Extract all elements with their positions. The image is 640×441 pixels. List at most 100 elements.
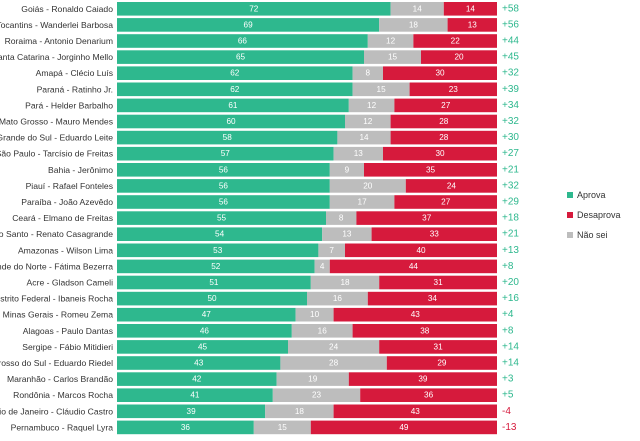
bar-aprova bbox=[117, 307, 296, 322]
bar-aprova bbox=[117, 34, 368, 48]
value-label-aprova: 62 bbox=[230, 69, 240, 78]
bar-desaprova bbox=[348, 372, 497, 386]
value-label-desaprova: 43 bbox=[411, 407, 421, 416]
category-label: Roraima - Antonio Denarium bbox=[5, 36, 113, 46]
value-label-aprova: 42 bbox=[192, 375, 202, 384]
difference-label: +56 bbox=[502, 19, 519, 30]
bar-nao-sei bbox=[280, 356, 387, 370]
category-label: Ceará - Elmano de Freitas bbox=[12, 213, 113, 223]
value-label-nao-sei: 13 bbox=[354, 149, 364, 158]
chart-row: Amazonas - Wilson Lima 53 7 40 +13 bbox=[18, 243, 519, 258]
category-label: Pernambuco - Raquel Lyra bbox=[11, 422, 114, 432]
value-label-aprova: 57 bbox=[221, 149, 231, 158]
category-label: Amapá - Clécio Luís bbox=[36, 68, 113, 78]
value-label-nao-sei: 24 bbox=[329, 342, 339, 351]
value-label-aprova: 60 bbox=[226, 117, 236, 126]
value-label-desaprova: 24 bbox=[447, 181, 457, 190]
chart-row: Roraima - Antonio Denarium 66 12 22 +44 bbox=[5, 34, 519, 48]
chart-row: Santa Catarina - Jorginho Mello 65 15 20 +45 bbox=[0, 50, 519, 64]
value-label-aprova: 53 bbox=[213, 246, 223, 255]
value-label-aprova: 46 bbox=[200, 326, 210, 335]
bar-desaprova bbox=[394, 195, 497, 209]
category-label: Distrito Federal - Ibaneis Rocha bbox=[0, 294, 113, 304]
value-label-nao-sei: 16 bbox=[333, 294, 343, 303]
category-label: Rio Grande do Sul - Eduardo Leite bbox=[0, 133, 113, 143]
category-label: São Paulo - Tarcísio de Freitas bbox=[0, 149, 113, 159]
bar-desaprova bbox=[409, 82, 497, 97]
bar-nao-sei bbox=[276, 372, 349, 386]
bar-nao-sei bbox=[310, 275, 380, 290]
value-label-aprova: 47 bbox=[202, 310, 212, 319]
bar-aprova bbox=[117, 114, 345, 129]
bar-desaprova bbox=[413, 34, 497, 48]
value-label-nao-sei: 23 bbox=[312, 391, 322, 400]
chart-row: Goiás - Ronaldo Caiado 72 14 14 +58 bbox=[21, 2, 519, 16]
chart-row: Ceará - Elmano de Freitas 55 8 37 +18 bbox=[12, 211, 519, 225]
value-label-aprova: 39 bbox=[187, 407, 197, 416]
bar-aprova bbox=[117, 50, 364, 64]
value-label-aprova: 56 bbox=[219, 165, 229, 174]
legend-swatch bbox=[567, 212, 573, 218]
bar-nao-sei bbox=[379, 18, 448, 32]
bar-nao-sei bbox=[364, 50, 421, 64]
value-label-nao-sei: 4 bbox=[320, 262, 325, 271]
value-label-nao-sei: 14 bbox=[359, 133, 369, 142]
bar-nao-sei bbox=[367, 34, 414, 48]
bar-desaprova bbox=[379, 275, 497, 290]
value-label-aprova: 58 bbox=[223, 133, 233, 142]
bar-aprova bbox=[117, 356, 281, 370]
difference-label: +4 bbox=[502, 309, 514, 320]
category-label: Maranhão - Carlos Brandão bbox=[7, 374, 113, 384]
bar-desaprova bbox=[333, 307, 497, 322]
value-label-desaprova: 34 bbox=[428, 294, 438, 303]
bar-nao-sei bbox=[390, 2, 444, 16]
category-label: Sergipe - Fábio Mitidieri bbox=[22, 342, 113, 352]
bar-aprova bbox=[117, 243, 319, 258]
value-label-desaprova: 14 bbox=[466, 4, 476, 13]
difference-label: +8 bbox=[502, 261, 514, 272]
chart-row: Sergipe - Fábio Mitidieri 45 24 31 +14 bbox=[22, 340, 519, 354]
bar-nao-sei bbox=[352, 66, 383, 80]
value-label-aprova: 55 bbox=[217, 214, 227, 223]
value-label-nao-sei: 14 bbox=[413, 4, 423, 13]
chart-row: São Paulo - Tarcísio de Freitas 57 13 30 +27 bbox=[0, 146, 519, 161]
bar-nao-sei bbox=[322, 227, 372, 241]
bar-desaprova bbox=[383, 66, 497, 80]
bar-desaprova bbox=[405, 179, 497, 193]
difference-label: +8 bbox=[502, 325, 514, 336]
value-label-aprova: 62 bbox=[230, 85, 240, 94]
chart-legend: Aprova Desaprova Não sei bbox=[567, 190, 621, 240]
difference-label: +58 bbox=[502, 3, 519, 14]
value-label-aprova: 36 bbox=[181, 423, 191, 432]
value-label-aprova: 56 bbox=[219, 181, 229, 190]
bar-desaprova bbox=[371, 227, 497, 241]
bar-nao-sei bbox=[348, 98, 395, 113]
category-label: Rondônia - Marcos Rocha bbox=[13, 390, 113, 400]
bar-aprova bbox=[117, 372, 277, 386]
value-label-nao-sei: 12 bbox=[367, 101, 377, 110]
bar-desaprova bbox=[352, 324, 497, 338]
value-label-nao-sei: 18 bbox=[295, 407, 305, 416]
chart-row: Acre - Gladson Cameli 51 18 31 +20 bbox=[27, 275, 519, 290]
value-label-desaprova: 20 bbox=[454, 53, 464, 62]
difference-label: +3 bbox=[502, 374, 514, 385]
difference-label: +32 bbox=[502, 180, 519, 191]
chart-row: Rio Grande do Sul - Eduardo Leite 58 14 28 +… bbox=[0, 130, 519, 145]
value-label-desaprova: 22 bbox=[451, 37, 461, 46]
bar-aprova bbox=[117, 259, 315, 274]
bar-aprova bbox=[117, 404, 266, 419]
category-label: Rio Grande do Norte - Fátima Bezerra bbox=[0, 261, 113, 271]
value-label-desaprova: 49 bbox=[399, 423, 409, 432]
chart-row: Piauí - Rafael Fonteles 56 20 24 +32 bbox=[26, 179, 519, 193]
value-label-nao-sei: 18 bbox=[340, 278, 350, 287]
value-label-nao-sei: 15 bbox=[377, 85, 387, 94]
bar-nao-sei bbox=[329, 195, 395, 209]
value-label-aprova: 69 bbox=[244, 20, 254, 29]
difference-label: +16 bbox=[502, 293, 519, 304]
bar-nao-sei bbox=[337, 130, 391, 145]
value-label-desaprova: 13 bbox=[468, 20, 478, 29]
bar-desaprova bbox=[367, 291, 497, 306]
bar-nao-sei bbox=[329, 163, 364, 177]
difference-label: +14 bbox=[502, 341, 519, 352]
value-label-desaprova: 31 bbox=[434, 278, 444, 287]
